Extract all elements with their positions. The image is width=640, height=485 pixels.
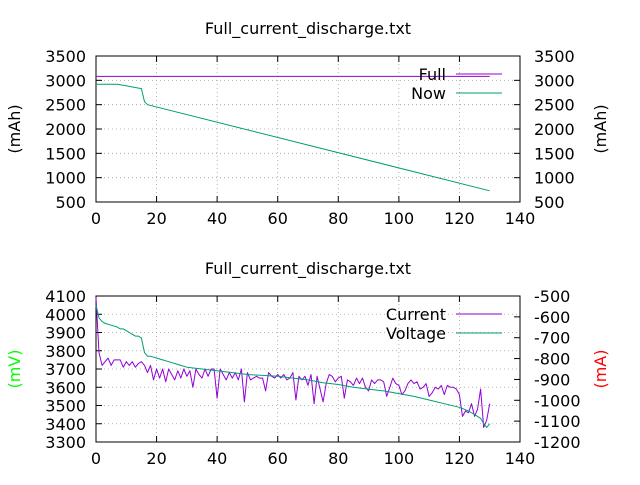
legend-label-voltage: Voltage [386, 324, 446, 343]
y-tick-label: 500 [55, 193, 86, 212]
x-tick-label: 20 [146, 209, 166, 228]
x-tick-label: 80 [328, 209, 348, 228]
y2-tick-label: -500 [534, 287, 570, 306]
y2-tick-label: -1000 [534, 391, 581, 410]
series-line-voltage [95, 304, 491, 428]
y-axis-label: (mAh) [5, 104, 24, 153]
x-tick-label: 0 [91, 449, 101, 468]
x-tick-label: 100 [384, 449, 415, 468]
x-tick-label: 0 [91, 209, 101, 228]
chart-panel-1: Full_current_discharge.txt 0 20 40 60 80 100 12… [5, 19, 610, 228]
chart-panel-2: Full_current_discharge.txt 0 20 40 60 80 100 12… [5, 259, 610, 468]
y-tick-label: 3300 [45, 433, 86, 452]
y-tick-label: 3400 [45, 415, 86, 434]
y-tick-label: 3500 [45, 397, 86, 416]
y-tick-label: 1000 [45, 169, 86, 188]
x-tick-label: 140 [505, 209, 536, 228]
x-tick-label: 120 [444, 209, 475, 228]
x-tick-label: 140 [505, 449, 536, 468]
y2-tick-label: 500 [534, 193, 565, 212]
legend-label-now: Now [411, 84, 446, 103]
x-tick-label: 20 [146, 449, 166, 468]
legend-label-full: Full [419, 65, 446, 84]
y2-axis-label: (mAh) [591, 104, 610, 153]
x-tick-label: 60 [268, 209, 288, 228]
x-tick-label: 60 [268, 449, 288, 468]
x-tick-label: 80 [328, 449, 348, 468]
chart-title: Full_current_discharge.txt [205, 259, 411, 279]
y-tick-label: 3700 [45, 360, 86, 379]
legend-label-current: Current [386, 305, 446, 324]
y-tick-label: 4000 [45, 305, 86, 324]
y-tick-label: 2000 [45, 120, 86, 139]
y-tick-label: 3600 [45, 378, 86, 397]
series-line-current [95, 297, 491, 428]
series-line-now [96, 83, 490, 192]
y-tick-label: 3800 [45, 342, 86, 361]
y-tick-label: 4100 [45, 287, 86, 306]
chart-title: Full_current_discharge.txt [205, 19, 411, 39]
x-tick-label: 40 [207, 209, 227, 228]
y2-tick-label: -900 [534, 370, 570, 389]
y-tick-label: 3500 [45, 47, 86, 66]
y2-tick-label: 3000 [534, 71, 575, 90]
y2-tick-label: 1500 [534, 144, 575, 163]
y2-tick-label: -600 [534, 308, 570, 327]
y2-tick-label: 2000 [534, 120, 575, 139]
y-tick-label: 3000 [45, 71, 86, 90]
y2-tick-label: 2500 [534, 96, 575, 115]
y-tick-label: 1500 [45, 144, 86, 163]
y-axis-label: (mV) [5, 349, 24, 388]
y2-tick-label: -800 [534, 350, 570, 369]
y2-tick-label: -1200 [534, 433, 581, 452]
y2-tick-label: -700 [534, 329, 570, 348]
x-tick-label: 40 [207, 449, 227, 468]
y2-tick-label: 3500 [534, 47, 575, 66]
x-tick-label: 120 [444, 449, 475, 468]
y2-tick-label: 1000 [534, 169, 575, 188]
y2-tick-label: -1100 [534, 412, 581, 431]
y-tick-label: 3900 [45, 324, 86, 343]
y2-axis-label: (mA) [591, 349, 610, 388]
y-tick-label: 2500 [45, 96, 86, 115]
x-tick-label: 100 [384, 209, 415, 228]
